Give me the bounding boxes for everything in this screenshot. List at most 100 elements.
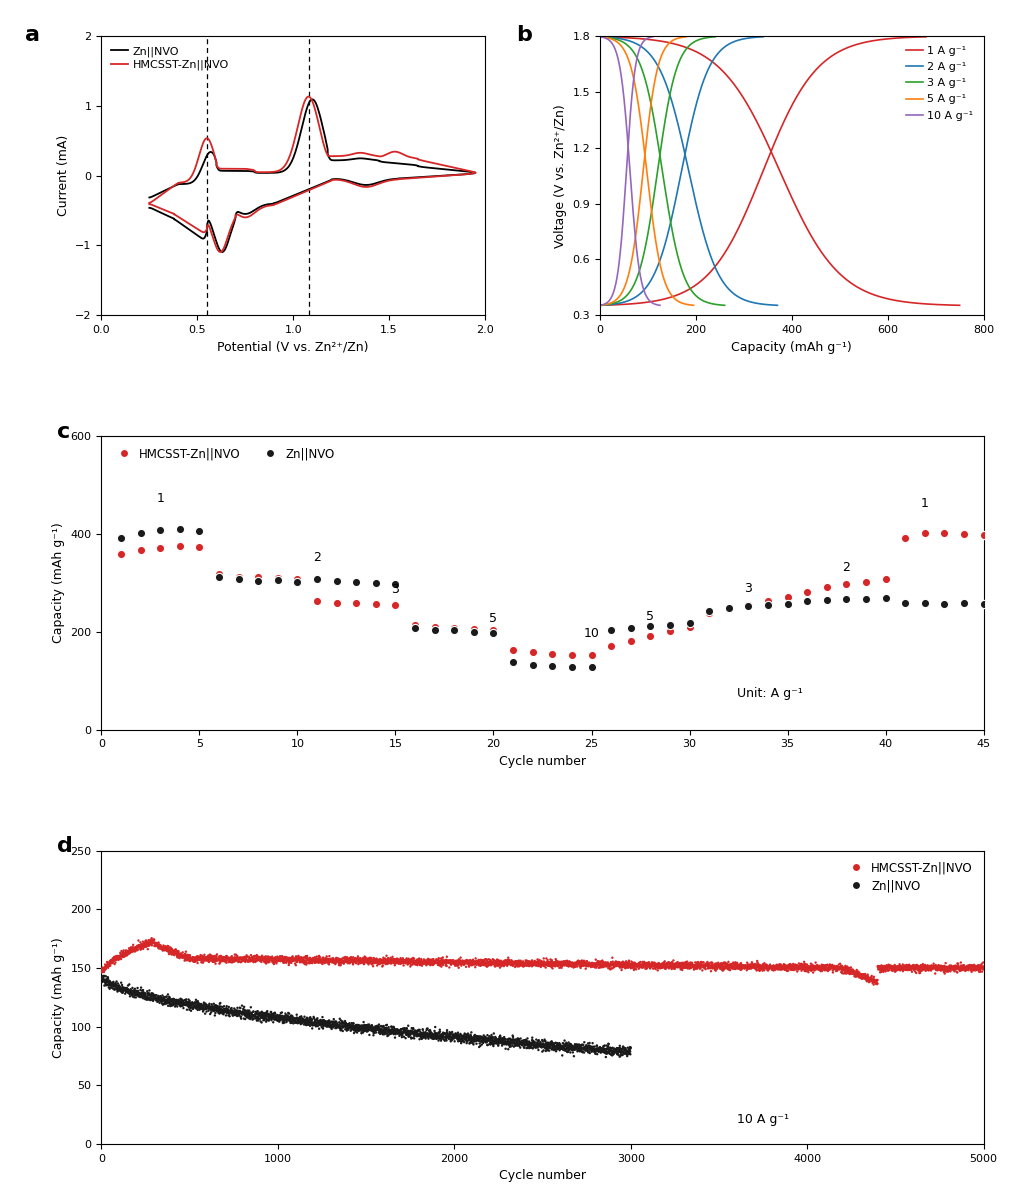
Zn||NVO (442, 1023, 458, 1043)
Zn||NVO (515, 1031, 531, 1050)
HMCSST-Zn||NVO (332, 955, 348, 974)
HMCSST-Zn||NVO (559, 952, 575, 972)
HMCSST-Zn||NVO (931, 961, 947, 980)
HMCSST-Zn||NVO (160, 937, 176, 956)
Zn||NVO (527, 1037, 544, 1056)
HMCSST-Zn||NVO (520, 952, 536, 972)
HMCSST-Zn||NVO (466, 951, 483, 970)
HMCSST-Zn||NVO (102, 954, 119, 973)
HMCSST-Zn||NVO (828, 957, 845, 976)
HMCSST-Zn||NVO (167, 940, 184, 960)
HMCSST-Zn||NVO (359, 951, 375, 970)
HMCSST-Zn||NVO (504, 956, 520, 975)
Zn||NVO (177, 995, 194, 1014)
HMCSST-Zn||NVO (787, 957, 803, 976)
Zn||NVO (469, 1029, 486, 1049)
HMCSST-Zn||NVO (895, 957, 912, 976)
HMCSST-Zn||NVO (496, 951, 512, 970)
HMCSST-Zn||NVO (578, 957, 594, 976)
Zn||NVO (389, 1023, 406, 1043)
Zn||NVO (368, 1019, 384, 1038)
Zn||NVO (310, 1013, 327, 1032)
HMCSST-Zn||NVO (370, 955, 386, 974)
Zn||NVO (268, 1010, 284, 1029)
Zn||NVO (605, 1039, 622, 1058)
HMCSST-Zn||NVO (584, 955, 600, 974)
HMCSST-Zn||NVO (338, 950, 354, 969)
Zn||NVO (303, 1011, 319, 1031)
HMCSST-Zn||NVO (742, 957, 758, 976)
HMCSST-Zn||NVO (545, 952, 561, 972)
HMCSST-Zn||NVO (239, 950, 256, 969)
Zn||NVO (450, 1032, 466, 1051)
Zn||NVO (562, 1038, 578, 1057)
HMCSST-Zn||NVO (452, 952, 468, 972)
HMCSST-Zn||NVO (694, 955, 710, 974)
HMCSST-Zn||NVO (953, 960, 969, 979)
HMCSST-Zn||NVO (913, 958, 929, 978)
Zn||NVO (132, 980, 148, 999)
Zn||NVO (501, 1035, 517, 1055)
Zn||NVO (528, 1035, 545, 1055)
Zn||NVO (362, 1020, 378, 1039)
HMCSST-Zn||NVO (685, 957, 702, 976)
Zn||NVO (333, 1014, 349, 1033)
Zn||NVO (274, 1008, 290, 1027)
HMCSST-Zn||NVO (708, 958, 724, 978)
Zn||NVO (445, 1025, 461, 1044)
HMCSST-Zn||NVO (295, 951, 311, 970)
HMCSST-Zn||NVO (562, 952, 578, 972)
Zn||NVO (345, 1014, 361, 1033)
HMCSST-Zn||NVO (901, 958, 918, 978)
HMCSST-Zn||NVO (888, 957, 904, 976)
HMCSST-Zn||NVO (191, 949, 207, 968)
Zn||NVO (478, 1027, 494, 1046)
HMCSST-Zn||NVO (233, 951, 249, 970)
Zn||NVO (421, 1021, 437, 1040)
HMCSST-Zn||NVO (951, 960, 967, 979)
Zn||NVO (454, 1028, 470, 1047)
HMCSST-Zn||NVO (594, 955, 610, 974)
2 A g⁻¹ (691, 96, 703, 111)
HMCSST-Zn||NVO (544, 951, 560, 970)
Zn||NVO (359, 1017, 375, 1037)
HMCSST-Zn||NVO (252, 951, 269, 970)
HMCSST-Zn||NVO (900, 961, 917, 980)
HMCSST-Zn||NVO (778, 958, 794, 978)
HMCSST-Zn||NVO (503, 955, 519, 974)
Zn||NVO (286, 1009, 302, 1028)
Zn||NVO (484, 1034, 500, 1054)
Zn||NVO (219, 1001, 235, 1020)
HMCSST-Zn||NVO (276, 948, 292, 967)
Zn||NVO (276, 1010, 292, 1029)
Zn||NVO (509, 1034, 525, 1054)
HMCSST-Zn||NVO (694, 956, 710, 975)
HMCSST-Zn||NVO (590, 954, 606, 973)
HMCSST-Zn||NVO (880, 956, 896, 975)
HMCSST-Zn||NVO (179, 949, 196, 968)
HMCSST-Zn||NVO (936, 956, 952, 975)
HMCSST-Zn||NVO (349, 952, 365, 972)
HMCSST-Zn||NVO (242, 950, 259, 969)
HMCSST-Zn||NVO (700, 958, 716, 978)
Zn||NVO (587, 1041, 603, 1061)
HMCSST-Zn||NVO (532, 955, 549, 974)
Zn||NVO (586, 1039, 602, 1058)
HMCSST-Zn||NVO (172, 945, 189, 964)
HMCSST-Zn||NVO (330, 952, 346, 972)
HMCSST-Zn||NVO (350, 949, 366, 968)
HMCSST-Zn||NVO (336, 951, 352, 970)
Zn||NVO (134, 984, 150, 1003)
HMCSST-Zn||NVO (479, 954, 495, 973)
HMCSST-Zn||NVO (180, 949, 197, 968)
Zn||NVO (531, 1037, 548, 1056)
Zn||NVO (460, 1026, 477, 1045)
Zn||NVO (411, 1021, 427, 1040)
Zn||NVO (432, 1022, 448, 1041)
HMCSST-Zn||NVO (95, 958, 112, 978)
HMCSST-Zn||NVO (750, 961, 767, 980)
Zn||NVO (185, 995, 201, 1014)
HMCSST-Zn||NVO (317, 949, 334, 968)
HMCSST-Zn||NVO (672, 956, 689, 975)
HMCSST-Zn||NVO (116, 944, 132, 963)
